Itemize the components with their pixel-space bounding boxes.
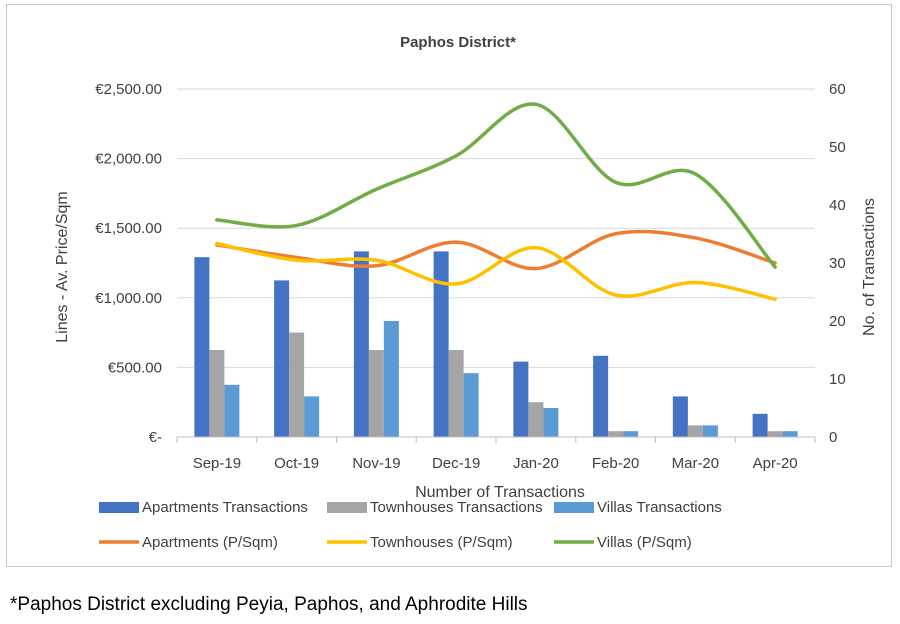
legend: Apartments Transactions Townhouses Transa… bbox=[99, 499, 722, 551]
bar bbox=[209, 350, 225, 437]
y-right-tick-label: 10 bbox=[829, 371, 846, 388]
legend-swatch bbox=[99, 502, 139, 513]
bar bbox=[593, 355, 609, 437]
bar bbox=[368, 350, 384, 437]
bar bbox=[383, 321, 399, 437]
y-left-tick-label: €2,500.00 bbox=[95, 81, 162, 98]
x-tick-label: Jan-20 bbox=[513, 455, 559, 472]
bar bbox=[353, 251, 369, 437]
footnote: *Paphos District excluding Peyia, Paphos… bbox=[10, 594, 528, 615]
legend-swatch bbox=[327, 502, 367, 513]
bar bbox=[767, 431, 783, 437]
legend-label: Villas (P/Sqm) bbox=[597, 534, 692, 551]
combo-chart: Paphos District* Lines - Av. Price/Sqm N… bbox=[54, 34, 878, 551]
x-tick-label: Dec-19 bbox=[432, 455, 480, 472]
bar bbox=[448, 350, 464, 437]
legend-swatch bbox=[554, 502, 594, 513]
bar bbox=[513, 361, 529, 437]
x-axis-label: Number of Transactions bbox=[415, 484, 585, 501]
bar bbox=[608, 431, 624, 437]
bar bbox=[687, 425, 703, 437]
x-tick-label: Oct-19 bbox=[274, 455, 319, 472]
bars bbox=[194, 251, 798, 437]
bar bbox=[463, 373, 479, 437]
series-line bbox=[215, 102, 777, 269]
bar bbox=[304, 396, 320, 437]
bar bbox=[752, 413, 768, 437]
legend-label: Villas Transactions bbox=[597, 499, 722, 516]
axes: €- €500.00 €1,000.00 €1,500.00 €2,000.00 €2,5… bbox=[95, 81, 845, 472]
bar bbox=[702, 425, 718, 437]
y-left-tick-label: €- bbox=[149, 429, 162, 446]
x-tick-label: Apr-20 bbox=[753, 455, 798, 472]
chart-title: Paphos District* bbox=[400, 34, 516, 51]
y-axis-left-label: Lines - Av. Price/Sqm bbox=[54, 191, 71, 342]
chart-frame: Paphos District* Lines - Av. Price/Sqm N… bbox=[6, 4, 892, 567]
legend-label: Townhouses Transactions bbox=[370, 499, 543, 516]
bar bbox=[224, 384, 240, 437]
legend-label: Apartments (P/Sqm) bbox=[142, 534, 278, 551]
y-right-tick-label: 60 bbox=[829, 81, 846, 98]
bar bbox=[194, 257, 210, 437]
legend-label: Apartments Transactions bbox=[142, 499, 308, 516]
y-right-tick-label: 20 bbox=[829, 313, 846, 330]
y-right-tick-label: 50 bbox=[829, 139, 846, 156]
bar bbox=[433, 251, 449, 437]
series-line bbox=[215, 241, 777, 301]
bar bbox=[782, 431, 798, 437]
x-tick-label: Mar-20 bbox=[672, 455, 720, 472]
bar bbox=[528, 402, 544, 437]
y-right-tick-label: 0 bbox=[829, 429, 837, 446]
y-right-tick-label: 40 bbox=[829, 197, 846, 214]
x-tick-label: Feb-20 bbox=[592, 455, 640, 472]
bar bbox=[672, 396, 688, 437]
y-left-tick-label: €2,000.00 bbox=[95, 151, 162, 168]
x-tick-label: Sep-19 bbox=[193, 455, 241, 472]
bar bbox=[623, 431, 639, 437]
y-left-tick-label: €500.00 bbox=[108, 359, 162, 376]
y-left-tick-label: €1,000.00 bbox=[95, 290, 162, 307]
bar bbox=[274, 280, 290, 437]
legend-label: Townhouses (P/Sqm) bbox=[370, 534, 513, 551]
x-tick-label: Nov-19 bbox=[352, 455, 400, 472]
lines bbox=[215, 102, 777, 301]
y-right-tick-label: 30 bbox=[829, 255, 846, 272]
y-left-tick-label: €1,500.00 bbox=[95, 220, 162, 237]
y-axis-right-label: No. of Transactions bbox=[861, 198, 878, 336]
bar bbox=[543, 408, 559, 437]
bar bbox=[289, 332, 305, 437]
